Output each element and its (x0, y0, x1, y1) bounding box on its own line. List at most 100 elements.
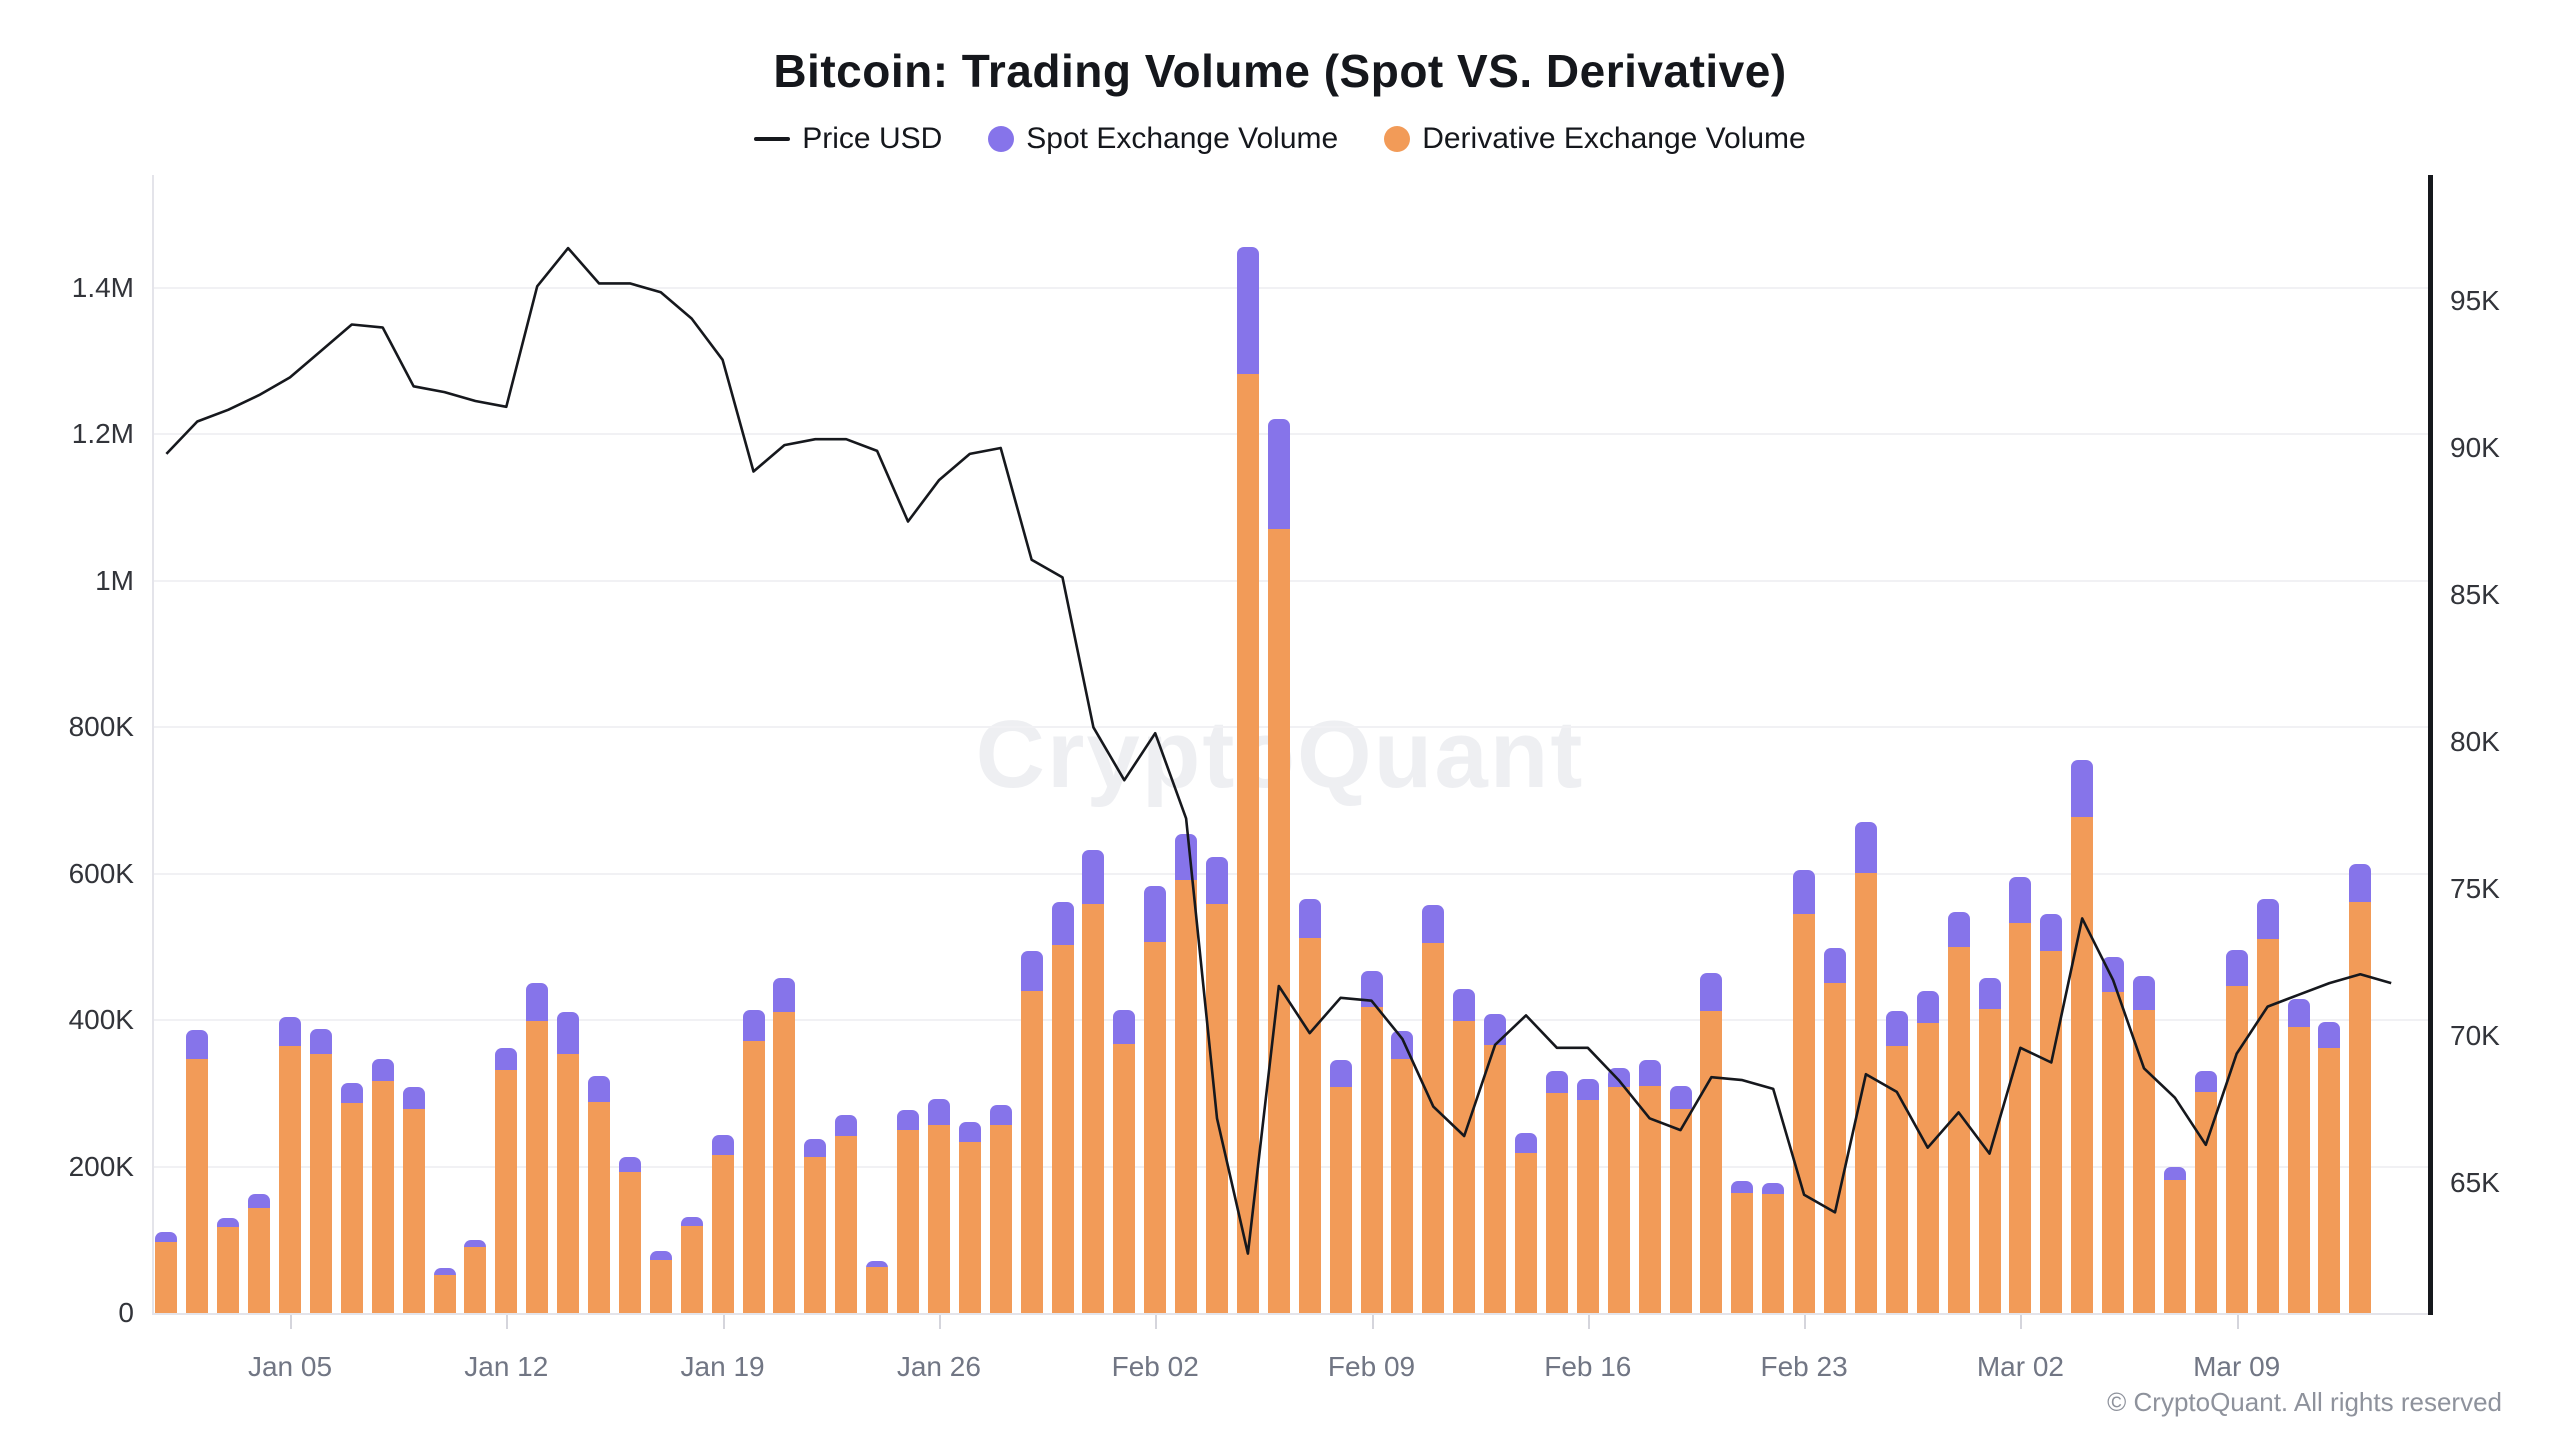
right-axis-label-95K: 95K (2450, 285, 2500, 316)
volume-bar-Jan 19[interactable] (711, 1135, 734, 1313)
derivative-segment (2287, 1026, 2310, 1313)
left-axis-label-800K: 800K (68, 711, 134, 742)
derivative-segment (1885, 1046, 1908, 1313)
volume-bar-Feb 22[interactable] (1762, 1182, 1785, 1313)
volume-bar-Mar 12[interactable] (2318, 1022, 2341, 1313)
volume-bar-Mar 11[interactable] (2287, 999, 2310, 1313)
spot-segment (155, 1231, 178, 1242)
volume-bar-Jan 04[interactable] (248, 1193, 271, 1313)
legend-item-price[interactable]: Price USD (754, 122, 942, 156)
volume-bar-Feb 12[interactable] (1453, 988, 1476, 1313)
legend-item-spot[interactable]: Spot Exchange Volume (988, 122, 1338, 156)
volume-bar-Jan 23[interactable] (835, 1115, 858, 1313)
volume-bar-Jan 27[interactable] (958, 1121, 981, 1313)
volume-bar-Feb 19[interactable] (1669, 1085, 1692, 1313)
volume-bar-Jan 21[interactable] (773, 977, 796, 1313)
volume-bar-Jan 24[interactable] (866, 1260, 889, 1313)
derivative-segment (1051, 945, 1074, 1313)
volume-bar-Jan 01[interactable] (155, 1231, 178, 1313)
derivative-segment (1484, 1044, 1507, 1313)
spot-segment (958, 1121, 981, 1143)
gridline-800K (152, 726, 2428, 728)
volume-bar-Jan 08[interactable] (371, 1058, 394, 1313)
x-tick-Mar 02 (2020, 1315, 2023, 1329)
volume-bar-Feb 24[interactable] (1824, 948, 1846, 1313)
volume-bar-Feb 09[interactable] (1360, 970, 1383, 1313)
volume-bar-Jan 25[interactable] (897, 1110, 919, 1313)
volume-bar-Feb 11[interactable] (1422, 904, 1445, 1313)
spot-segment (1576, 1078, 1599, 1100)
spot-segment (804, 1138, 827, 1157)
volume-bar-Feb 17[interactable] (1607, 1067, 1630, 1313)
volume-bar-Jan 17[interactable] (649, 1250, 672, 1313)
volume-bar-Jan 07[interactable] (340, 1082, 363, 1313)
derivative-segment (1422, 943, 1445, 1313)
derivative-segment (279, 1046, 301, 1313)
volume-bar-Jan 12[interactable] (495, 1047, 518, 1313)
spot-segment (649, 1250, 672, 1260)
volume-bar-Feb 23[interactable] (1793, 869, 1816, 1313)
volume-bar-Jan 18[interactable] (680, 1217, 703, 1313)
derivative-segment (2133, 1009, 2155, 1313)
volume-bar-Feb 07[interactable] (1298, 899, 1321, 1313)
volume-bar-Mar 06[interactable] (2133, 976, 2155, 1313)
volume-bar-Mar 08[interactable] (2194, 1071, 2217, 1313)
volume-bar-Feb 16[interactable] (1576, 1078, 1599, 1313)
volume-bar-Jan 16[interactable] (618, 1156, 641, 1313)
volume-bar-Mar 02[interactable] (2009, 877, 2032, 1313)
volume-bar-Feb 26[interactable] (1885, 1011, 1908, 1313)
plot-left-edge (152, 175, 154, 1313)
volume-bar-Feb 15[interactable] (1545, 1070, 1568, 1313)
volume-bar-Jan 28[interactable] (989, 1104, 1012, 1313)
derivative-segment (248, 1207, 271, 1313)
volume-bar-Feb 05[interactable] (1236, 247, 1259, 1313)
volume-bar-Feb 28[interactable] (1947, 911, 1970, 1313)
derivative-segment (2256, 939, 2279, 1313)
volume-bar-Feb 02[interactable] (1144, 885, 1167, 1313)
left-axis-label-1.4M: 1.4M (71, 271, 134, 303)
right-axis-label-75K: 75K (2450, 873, 2500, 904)
volume-bar-Mar 05[interactable] (2102, 957, 2125, 1313)
volume-bar-Jan 06[interactable] (309, 1028, 332, 1313)
volume-bar-Feb 27[interactable] (1916, 991, 1939, 1313)
volume-bar-Jan 26[interactable] (927, 1099, 950, 1313)
volume-bar-Jan 15[interactable] (588, 1075, 610, 1313)
volume-bar-Jan 14[interactable] (557, 1011, 580, 1313)
volume-bar-Feb 14[interactable] (1515, 1132, 1537, 1313)
volume-bar-Feb 13[interactable] (1484, 1014, 1507, 1313)
volume-bar-Jan 11[interactable] (464, 1239, 487, 1313)
x-axis-label-Jan 05: Jan 05 (247, 1351, 333, 1382)
volume-bar-Mar 07[interactable] (2163, 1166, 2186, 1313)
legend-item-derivative[interactable]: Derivative Exchange Volume (1384, 122, 1806, 156)
volume-bar-Jan 09[interactable] (402, 1087, 425, 1313)
volume-bar-Feb 21[interactable] (1731, 1181, 1754, 1313)
volume-bar-Mar 13[interactable] (2349, 863, 2372, 1313)
derivative-segment (1731, 1192, 1754, 1313)
volume-bar-Mar 01[interactable] (1978, 977, 2001, 1313)
legend-price-label: Price USD (802, 122, 943, 155)
volume-bar-Feb 25[interactable] (1854, 822, 1877, 1313)
derivative-segment (711, 1154, 734, 1313)
derivative-segment (1576, 1099, 1599, 1313)
volume-bar-Jan 30[interactable] (1051, 902, 1074, 1313)
spot-segment (989, 1104, 1012, 1126)
volume-bar-Jan 22[interactable] (804, 1138, 827, 1313)
volume-bar-Mar 10[interactable] (2256, 899, 2279, 1313)
spot-segment (866, 1260, 889, 1267)
volume-bar-Jan 03[interactable] (217, 1217, 240, 1313)
volume-bar-Feb 18[interactable] (1638, 1060, 1661, 1313)
volume-bar-Jan 13[interactable] (526, 983, 549, 1313)
volume-bar-Jan 20[interactable] (742, 1010, 765, 1313)
volume-bar-Jan 10[interactable] (433, 1268, 456, 1313)
volume-bar-Feb 06[interactable] (1267, 419, 1290, 1313)
volume-bar-Jan 05[interactable] (279, 1017, 301, 1313)
volume-bar-Jan 31[interactable] (1082, 850, 1105, 1313)
derivative-segment (1762, 1193, 1785, 1313)
volume-bar-Feb 01[interactable] (1113, 1010, 1136, 1313)
volume-bar-Feb 08[interactable] (1329, 1060, 1352, 1313)
volume-bar-Jan 29[interactable] (1020, 951, 1043, 1313)
spot-segment (2102, 957, 2125, 993)
derivative-segment (1854, 873, 1877, 1313)
volume-bar-Jan 02[interactable] (186, 1030, 209, 1313)
